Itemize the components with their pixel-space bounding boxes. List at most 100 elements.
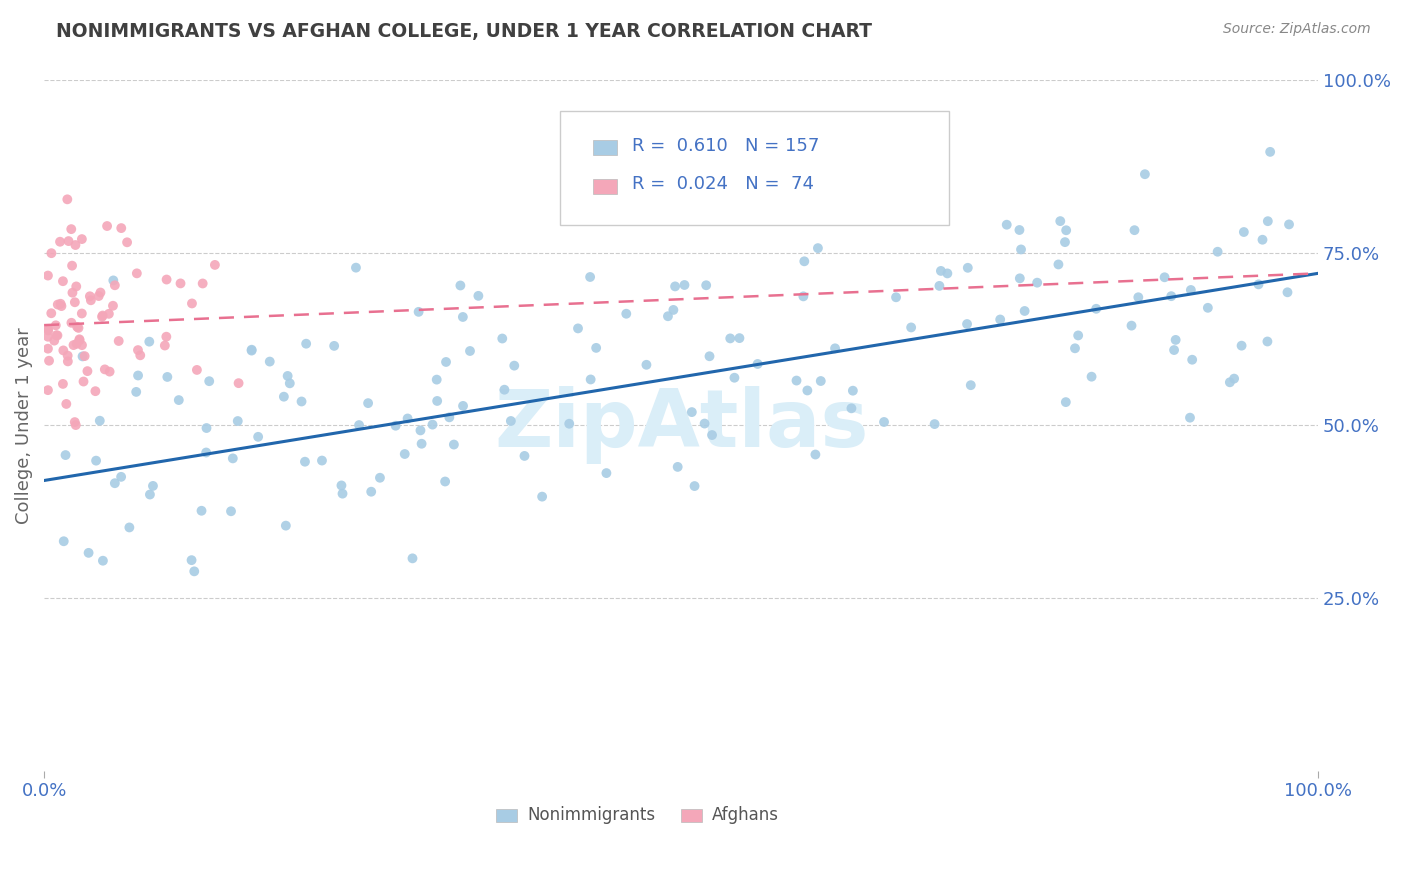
Point (274, 518, 297, 533)
Point (49, 235, 72, 249)
Point (139, 487, 162, 501)
Point (1257, 214, 1279, 228)
Point (347, 418, 370, 433)
Point (513, 449, 536, 463)
Point (792, 289, 814, 303)
Point (664, 279, 686, 293)
Point (52, 274, 75, 288)
Point (956, 317, 979, 331)
Point (1164, 333, 1187, 347)
Point (37, 342, 59, 356)
Point (873, 415, 896, 429)
Point (87, 289, 110, 303)
Point (411, 436, 433, 450)
Point (700, 428, 723, 442)
Point (37, 383, 59, 397)
Point (204, 258, 226, 272)
Point (396, 411, 419, 425)
Point (186, 363, 208, 377)
Point (1049, 214, 1071, 228)
Point (810, 374, 832, 388)
Point (1178, 410, 1201, 425)
Point (401, 551, 423, 566)
Point (579, 270, 602, 285)
Point (1133, 167, 1156, 181)
Point (693, 417, 716, 431)
Point (1067, 328, 1090, 343)
Point (45, 318, 67, 333)
Point (332, 486, 354, 500)
Point (1123, 223, 1146, 237)
Point (499, 414, 522, 428)
Point (66, 319, 89, 334)
Point (190, 504, 212, 518)
Point (104, 278, 127, 293)
Point (63, 415, 86, 429)
Point (567, 321, 589, 335)
Point (278, 376, 301, 391)
Point (666, 459, 689, 474)
Point (1064, 341, 1087, 355)
Point (884, 290, 907, 304)
Point (67, 321, 90, 335)
FancyBboxPatch shape (593, 178, 617, 194)
Point (959, 378, 981, 392)
Point (222, 451, 245, 466)
Point (434, 475, 457, 489)
Point (219, 504, 242, 518)
Point (94, 362, 117, 376)
Point (169, 277, 191, 291)
Point (1153, 270, 1175, 285)
Point (72, 375, 94, 389)
Point (70, 306, 93, 320)
Point (793, 254, 815, 268)
Point (273, 390, 295, 404)
Point (295, 336, 318, 351)
Point (699, 349, 721, 363)
Point (52, 343, 75, 358)
Point (91, 554, 114, 568)
Point (91, 309, 114, 323)
Point (63, 295, 86, 310)
Point (1223, 371, 1246, 385)
Point (138, 334, 160, 349)
Point (290, 394, 312, 409)
Point (673, 277, 696, 292)
Point (70, 338, 93, 352)
Point (531, 490, 554, 504)
Point (311, 453, 333, 467)
Point (681, 405, 703, 419)
Point (988, 312, 1011, 326)
Point (662, 302, 685, 317)
Point (127, 368, 149, 383)
Point (37, 323, 59, 337)
Point (38, 353, 60, 368)
Point (503, 359, 526, 373)
Point (104, 476, 127, 491)
Point (89, 285, 111, 300)
Point (1014, 304, 1036, 318)
Point (65, 418, 87, 433)
Point (155, 329, 177, 343)
Point (434, 355, 457, 369)
Point (180, 553, 202, 567)
Point (97, 307, 120, 321)
Point (449, 278, 471, 293)
Point (1258, 145, 1281, 159)
Point (451, 310, 474, 324)
Point (1160, 289, 1182, 303)
Point (1054, 223, 1077, 237)
Point (384, 418, 406, 433)
Point (585, 341, 607, 355)
Point (807, 241, 830, 255)
Text: R =  0.610   N = 157: R = 0.610 N = 157 (633, 136, 820, 154)
Point (1206, 244, 1229, 259)
Point (62, 285, 84, 300)
Point (65, 279, 87, 293)
Point (837, 178, 859, 192)
Point (1256, 334, 1278, 349)
Point (195, 421, 218, 435)
FancyBboxPatch shape (681, 809, 702, 822)
Point (125, 384, 148, 399)
Point (67, 332, 90, 346)
